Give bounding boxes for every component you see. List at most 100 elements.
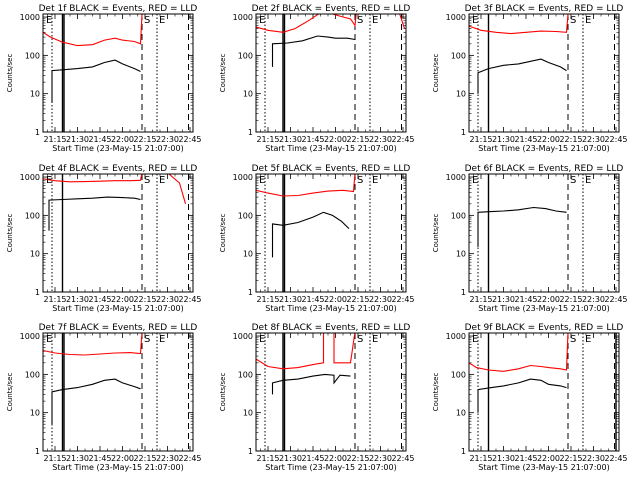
x-tick-label: 21:45 xyxy=(514,295,537,304)
flag-label: S xyxy=(144,334,150,345)
x-tick-label: 21:30 xyxy=(66,295,89,304)
plot-frame xyxy=(255,332,407,452)
x-tick-label: 22:15 xyxy=(346,454,369,463)
x-tick-label: 22:00 xyxy=(324,135,347,144)
detector-panel-7: Det 7f BLACK = Events, RED = LLD Counts/s… xyxy=(6,323,202,472)
x-tick-label: 22:00 xyxy=(111,295,134,304)
flag-label: E xyxy=(159,175,165,186)
x-tick-label: 21:45 xyxy=(88,135,111,144)
x-tick-label: 22:00 xyxy=(111,135,134,144)
series-lld xyxy=(256,174,356,197)
plot-frame xyxy=(468,13,620,133)
y-tick-label: 100 xyxy=(25,51,40,60)
flag-label: E xyxy=(372,334,378,345)
flag-label: E xyxy=(472,175,478,186)
y-axis-label: Counts/sec xyxy=(219,373,227,412)
series-lld xyxy=(256,14,406,33)
series-events xyxy=(51,378,141,425)
flag-label: S xyxy=(144,175,150,186)
y-tick-label: 1 xyxy=(35,447,40,456)
x-tick-label: 21:30 xyxy=(492,135,515,144)
series-lld xyxy=(469,333,569,372)
panel-title: Det 8f BLACK = Events, RED = LLD xyxy=(252,323,411,333)
series-events xyxy=(477,378,567,413)
x-tick-label: 22:30 xyxy=(156,295,179,304)
series-events xyxy=(271,373,351,395)
panel-title: Det 9f BLACK = Events, RED = LLD xyxy=(465,323,624,333)
flag-label: S xyxy=(357,15,363,26)
x-tick-label: 21:30 xyxy=(279,295,302,304)
plot-frame xyxy=(468,332,620,452)
flag-label: E xyxy=(46,334,52,345)
x-tick-label: 22:30 xyxy=(582,135,605,144)
x-tick-label: 22:15 xyxy=(133,454,156,463)
panel-title: Det 3f BLACK = Events, RED = LLD xyxy=(465,4,624,14)
flag-label: S xyxy=(144,15,150,26)
flag-label: E xyxy=(46,15,52,26)
x-tick-label: 21:30 xyxy=(66,454,89,463)
y-tick-label: 100 xyxy=(238,370,253,379)
x-tick-label: 21:30 xyxy=(492,454,515,463)
series-lld xyxy=(256,333,356,370)
x-tick-label: 21:30 xyxy=(66,135,89,144)
panel-title: Det 5f BLACK = Events, RED = LLD xyxy=(252,164,411,174)
x-tick-label: 22:00 xyxy=(537,295,560,304)
x-tick-label: 21:30 xyxy=(492,295,515,304)
x-tick-label: 21:15 xyxy=(43,454,66,463)
flag-label: S xyxy=(357,175,363,186)
detector-panel-6: Det 6f BLACK = Events, RED = LLD Counts/s… xyxy=(432,164,628,313)
panel-title: Det 1f BLACK = Events, RED = LLD xyxy=(39,4,198,14)
flag-label: E xyxy=(46,175,52,186)
flag-label: E xyxy=(372,15,378,26)
y-tick-label: 1 xyxy=(248,447,253,456)
x-axis-label: Start Time (23-May-15 21:07:00) xyxy=(265,304,396,313)
y-axis-label: Counts/sec xyxy=(432,214,440,253)
plot-frame xyxy=(255,13,407,133)
x-tick-label: 22:00 xyxy=(324,295,347,304)
x-tick-label: 22:30 xyxy=(156,454,179,463)
detector-panel-8: Det 8f BLACK = Events, RED = LLD Counts/s… xyxy=(219,323,415,472)
detector-panel-9: Det 9f BLACK = Events, RED = LLD Counts/s… xyxy=(432,323,628,472)
detector-panel-1: Det 1f BLACK = Events, RED = LLD Counts/s… xyxy=(6,4,202,153)
x-tick-label: 22:15 xyxy=(133,135,156,144)
flag-label: E xyxy=(159,15,165,26)
y-tick-label: 1000 xyxy=(20,173,40,182)
x-tick-label: 21:15 xyxy=(469,295,492,304)
x-tick-label: 22:30 xyxy=(582,454,605,463)
panel-title: Det 2f BLACK = Events, RED = LLD xyxy=(252,4,411,14)
y-tick-label: 100 xyxy=(238,51,253,60)
x-axis-label: Start Time (23-May-15 21:07:00) xyxy=(52,463,183,472)
series-lld xyxy=(43,333,143,356)
flag-label: E xyxy=(585,175,591,186)
x-tick-label: 21:45 xyxy=(514,454,537,463)
x-tick-label: 22:15 xyxy=(346,295,369,304)
y-tick-label: 100 xyxy=(451,370,466,379)
plot-area xyxy=(43,333,189,451)
x-tick-label: 21:45 xyxy=(301,295,324,304)
x-tick-label: 21:15 xyxy=(256,135,279,144)
y-tick-label: 100 xyxy=(238,211,253,220)
flag-label: E xyxy=(585,334,591,345)
y-tick-label: 100 xyxy=(25,370,40,379)
flag-label: E xyxy=(472,15,478,26)
x-tick-label: 22:00 xyxy=(537,454,560,463)
x-tick-label: 22:30 xyxy=(369,135,392,144)
flag-label: E xyxy=(472,334,478,345)
x-axis-label: Start Time (23-May-15 21:07:00) xyxy=(478,304,609,313)
x-tick-label: 21:30 xyxy=(279,454,302,463)
detector-panel-2: Det 2f BLACK = Events, RED = LLD Counts/s… xyxy=(219,4,415,153)
y-tick-label: 10 xyxy=(243,409,253,418)
x-tick-label: 22:15 xyxy=(133,295,156,304)
x-tick-label: 22:15 xyxy=(559,295,582,304)
y-tick-label: 1000 xyxy=(446,173,466,182)
y-tick-label: 1000 xyxy=(20,332,40,341)
x-tick-label: 22:30 xyxy=(582,295,605,304)
x-tick-label: 22:30 xyxy=(369,295,392,304)
y-tick-label: 10 xyxy=(30,250,40,259)
y-axis-label: Counts/sec xyxy=(6,373,14,412)
y-tick-label: 1 xyxy=(461,447,466,456)
y-tick-label: 100 xyxy=(25,211,40,220)
panel-title: Det 6f BLACK = Events, RED = LLD xyxy=(465,164,624,174)
x-tick-label: 21:15 xyxy=(256,454,279,463)
